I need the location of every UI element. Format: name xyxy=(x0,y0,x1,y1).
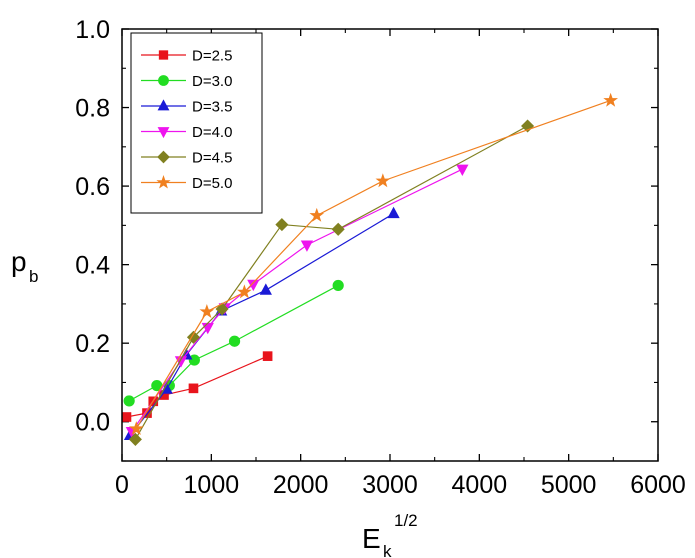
legend-marker xyxy=(157,150,170,164)
data-point-d-3-0 xyxy=(332,279,344,292)
data-point-d-5-0 xyxy=(375,173,391,188)
data-point-d-4-5 xyxy=(186,330,201,344)
legend-marker xyxy=(157,127,170,139)
data-point-d-5-0 xyxy=(199,304,215,319)
x-tick-label: 4000 xyxy=(452,471,508,499)
data-point-d-4-0 xyxy=(247,279,260,292)
y-tick-label: 0.0 xyxy=(75,409,110,437)
legend-item-d-4-5: D=4.5 xyxy=(141,150,232,167)
data-point-d-2-5 xyxy=(188,383,199,394)
y-tick-label: 0.6 xyxy=(75,173,110,201)
legend-label: D=3.0 xyxy=(192,73,232,90)
data-point-d-4-0 xyxy=(456,164,469,177)
y-tick-label: 1.0 xyxy=(75,16,110,44)
legend-item-d-3-5: D=3.5 xyxy=(141,99,232,116)
data-point-d-3-0 xyxy=(228,335,241,347)
y-tick-label: 0.4 xyxy=(75,252,110,280)
legend-item-d-4-0: D=4.0 xyxy=(141,124,232,141)
legend-marker xyxy=(158,75,169,86)
plot-frame xyxy=(121,28,659,462)
x-tick-label: 5000 xyxy=(541,471,597,499)
legend-label: D=5.0 xyxy=(192,175,232,192)
legend-label: D=2.5 xyxy=(192,48,232,65)
legend-label: D=3.5 xyxy=(192,99,232,116)
series-d-5-0 xyxy=(128,92,618,436)
legend-label: D=4.5 xyxy=(192,150,232,167)
data-point-d-5-0 xyxy=(603,92,618,107)
x-axis-label-subscript: k xyxy=(383,542,392,558)
y-axis-label-main: p xyxy=(11,246,27,277)
x-tick-label: 3000 xyxy=(362,471,418,499)
legend-marker xyxy=(158,50,169,60)
data-point-d-5-0 xyxy=(128,421,144,436)
x-tick-labels: 0 1000 2000 3000 4000 5000 6000 xyxy=(115,471,686,499)
x-tick-label: 0 xyxy=(115,471,129,499)
series-line-d-3-5 xyxy=(129,213,394,436)
legend-marker xyxy=(156,175,171,189)
data-point-d-5-0 xyxy=(309,207,325,222)
series-line-d-4-5 xyxy=(134,125,528,440)
legend: D=2.5 D=3.0 D=3.5 D=4.0 D=4.5 D=5.0 xyxy=(130,32,263,214)
data-point-d-5-0 xyxy=(237,284,252,299)
series-d-4-5 xyxy=(128,119,535,446)
x-axis-label-superscript: 1/2 xyxy=(394,511,418,530)
data-point-d-4-0 xyxy=(300,240,314,252)
x-tick-label: 2000 xyxy=(273,471,329,499)
legend-item-d-2-5: D=2.5 xyxy=(141,48,232,65)
y-axis-title: p b xyxy=(11,246,38,286)
y-axis-label-subscript: b xyxy=(29,267,38,286)
legend-marker xyxy=(157,99,170,111)
x-tick-label: 1000 xyxy=(184,471,240,499)
series-layer xyxy=(121,92,618,446)
legend-item-d-5-0: D=5.0 xyxy=(141,175,232,192)
series-line-d-5-0 xyxy=(135,99,611,430)
x-axis-label-main: E xyxy=(362,523,381,554)
legend-items: D=2.5 D=3.0 D=3.5 D=4.0 D=4.5 D=5.0 xyxy=(141,48,232,192)
data-point-d-3-5 xyxy=(259,283,272,295)
data-point-d-3-5 xyxy=(387,206,400,219)
y-tick-labels: 0.0 0.2 0.4 0.6 0.8 1.0 xyxy=(75,16,110,437)
data-point-d-4-5 xyxy=(331,222,345,236)
x-tick-label: 6000 xyxy=(630,471,686,499)
x-axis-title: E k 1/2 xyxy=(362,511,418,558)
data-point-d-4-5 xyxy=(128,432,142,446)
legend-item-d-3-0: D=3.0 xyxy=(141,73,232,90)
y-tick-label: 0.2 xyxy=(75,330,110,358)
data-point-d-4-5 xyxy=(521,119,535,133)
y-tick-label: 0.8 xyxy=(75,95,110,123)
data-point-d-2-5 xyxy=(262,351,273,361)
legend-label: D=4.0 xyxy=(192,124,232,141)
series-d-3-0 xyxy=(123,279,344,407)
data-point-d-2-5 xyxy=(121,412,132,422)
data-point-d-3-0 xyxy=(188,354,200,366)
data-point-d-3-0 xyxy=(123,395,135,407)
data-point-d-4-5 xyxy=(215,302,229,316)
data-point-d-4-5 xyxy=(275,218,289,232)
series-d-3-5 xyxy=(123,206,400,441)
